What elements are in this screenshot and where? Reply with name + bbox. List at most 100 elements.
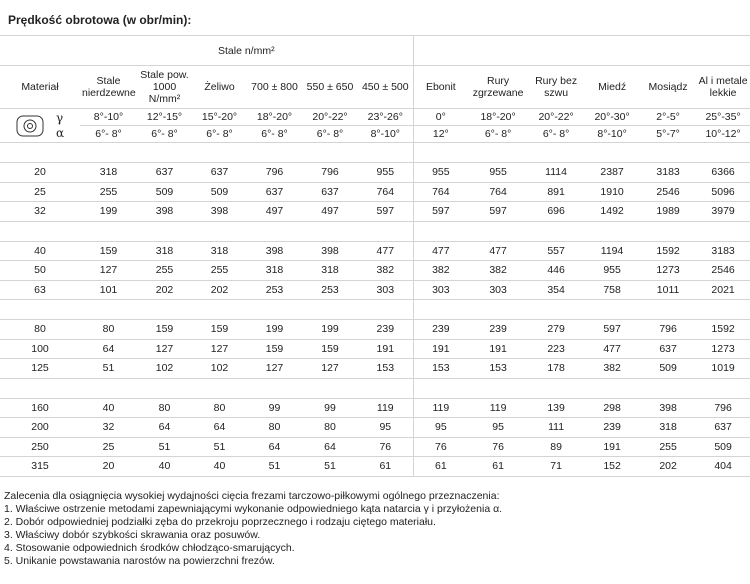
speed-cell: 255 <box>137 260 192 281</box>
speed-cell: 253 <box>302 280 358 300</box>
speed-cell: 76 <box>358 437 414 457</box>
angle-value: 8°-10° <box>358 125 414 143</box>
spacer-cell <box>192 142 247 163</box>
speed-cell: 191 <box>412 339 469 359</box>
speed-cell: 102 <box>192 358 247 379</box>
note-item: 4. Stosowanie odpowiednich środków chłod… <box>4 542 295 554</box>
speed-cell: 477 <box>468 241 529 261</box>
speed-cell: 99 <box>302 398 358 418</box>
speed-cell: 159 <box>192 319 247 340</box>
speed-cell: 61 <box>358 456 414 477</box>
speed-cell: 2021 <box>696 280 750 300</box>
speed-cell: 637 <box>640 339 697 359</box>
spacer-cell <box>137 299 192 320</box>
angle-value: 15°-20° <box>192 108 247 126</box>
spacer-cell <box>358 142 414 163</box>
data-row: 315 20 40 40 51 51 61 61 61 71 152 202 404 <box>0 456 750 477</box>
spacer-cell <box>584 378 641 399</box>
speed-cell: 223 <box>528 339 585 359</box>
angle-value: 0° <box>412 108 469 126</box>
speed-cell: 303 <box>358 280 414 300</box>
data-row: 200 32 64 64 80 80 95 95 95 111 239 318 637 <box>0 417 750 438</box>
speed-cell: 64 <box>80 339 137 359</box>
header-row: Materiał Stale nierdzewne Stale pow. 1000 … <box>0 65 750 109</box>
spacer-cell <box>80 299 137 320</box>
speed-cell: 61 <box>468 456 529 477</box>
speed-cell: 404 <box>696 456 750 477</box>
note-item: 2. Dobór odpowiedniej podziałki zęba do … <box>4 516 436 528</box>
speed-cell: 509 <box>640 358 697 379</box>
speed-cell: 764 <box>358 182 414 202</box>
spacer-cell <box>137 221 192 242</box>
angle-value: 25°-35° <box>696 108 750 126</box>
column-header: Miedź <box>584 65 641 109</box>
spacer-cell <box>584 299 641 320</box>
speed-cell: 446 <box>528 260 585 281</box>
angle-value: 20°-22° <box>302 108 358 126</box>
spacer-cell <box>696 221 750 242</box>
column-header: Rury bez szwu <box>528 65 585 109</box>
data-row: 250 25 51 51 64 64 76 76 76 89 191 255 509 <box>0 437 750 457</box>
column-header: Stale pow. 1000 N/mm² <box>137 65 192 109</box>
speed-cell: 95 <box>468 417 529 438</box>
spacer-cell <box>468 221 529 242</box>
speed-cell: 1011 <box>640 280 697 300</box>
spacer-row <box>0 299 750 320</box>
speed-cell: 51 <box>192 437 247 457</box>
spacer-cell <box>192 299 247 320</box>
speed-cell: 597 <box>412 201 469 222</box>
speed-cell: 477 <box>358 241 414 261</box>
spacer-cell <box>247 299 302 320</box>
column-header: 450 ± 500 <box>358 65 414 109</box>
angle-value: 6°- 8° <box>247 125 302 143</box>
note-item: 3. Właściwy dobór szybkości skrawania or… <box>4 529 261 541</box>
speed-cell: 477 <box>584 339 641 359</box>
data-row: 160 40 80 80 99 99 119 119 119 139 298 398 796 <box>0 398 750 418</box>
speed-cell: 891 <box>528 182 585 202</box>
spacer-cell <box>696 142 750 163</box>
speed-cell: 509 <box>192 182 247 202</box>
column-header: Al i metale lekkie <box>696 65 750 109</box>
speed-cell: 955 <box>358 162 414 183</box>
speed-cell: 51 <box>80 358 137 379</box>
column-header: Materiał <box>0 65 80 109</box>
spacer-cell <box>696 378 750 399</box>
angle-value: 20°-22° <box>528 108 585 126</box>
speed-cell: 398 <box>137 201 192 222</box>
spacer-cell <box>412 221 469 242</box>
speed-cell: 159 <box>247 339 302 359</box>
diameter-cell: 80 <box>0 319 80 340</box>
spacer-cell <box>247 378 302 399</box>
speed-cell: 637 <box>192 162 247 183</box>
speed-cell: 955 <box>584 260 641 281</box>
spacer-cell <box>137 378 192 399</box>
speed-cell: 279 <box>528 319 585 340</box>
speed-cell: 139 <box>528 398 585 418</box>
speed-cell: 509 <box>696 437 750 457</box>
spacer-cell <box>528 221 585 242</box>
speed-cell: 199 <box>80 201 137 222</box>
speed-cell: 382 <box>584 358 641 379</box>
spacer-cell <box>302 299 358 320</box>
speed-cell: 99 <box>247 398 302 418</box>
speed-table: Stale n/mm² Materiał Stale nierdzewne Stale… <box>0 35 750 477</box>
speed-cell: 80 <box>247 417 302 438</box>
speed-cell: 32 <box>80 417 137 438</box>
speed-cell: 509 <box>137 182 192 202</box>
speed-cell: 597 <box>358 201 414 222</box>
speed-cell: 191 <box>468 339 529 359</box>
spacer-cell <box>640 299 697 320</box>
spacer-cell <box>302 142 358 163</box>
speed-cell: 61 <box>412 456 469 477</box>
speed-cell: 40 <box>192 456 247 477</box>
spacer-cell <box>528 299 585 320</box>
data-row: 63 101 202 202 253 253 303 303 303 354 758 1011 2021 <box>0 280 750 300</box>
speed-cell: 127 <box>137 339 192 359</box>
speed-cell: 764 <box>468 182 529 202</box>
data-row: 100 64 127 127 159 159 191 191 191 223 477 637 1273 <box>0 339 750 359</box>
speed-cell: 40 <box>80 398 137 418</box>
angle-value: 12° <box>412 125 469 143</box>
speed-cell: 2387 <box>584 162 641 183</box>
speed-cell: 477 <box>412 241 469 261</box>
speed-cell: 80 <box>80 319 137 340</box>
